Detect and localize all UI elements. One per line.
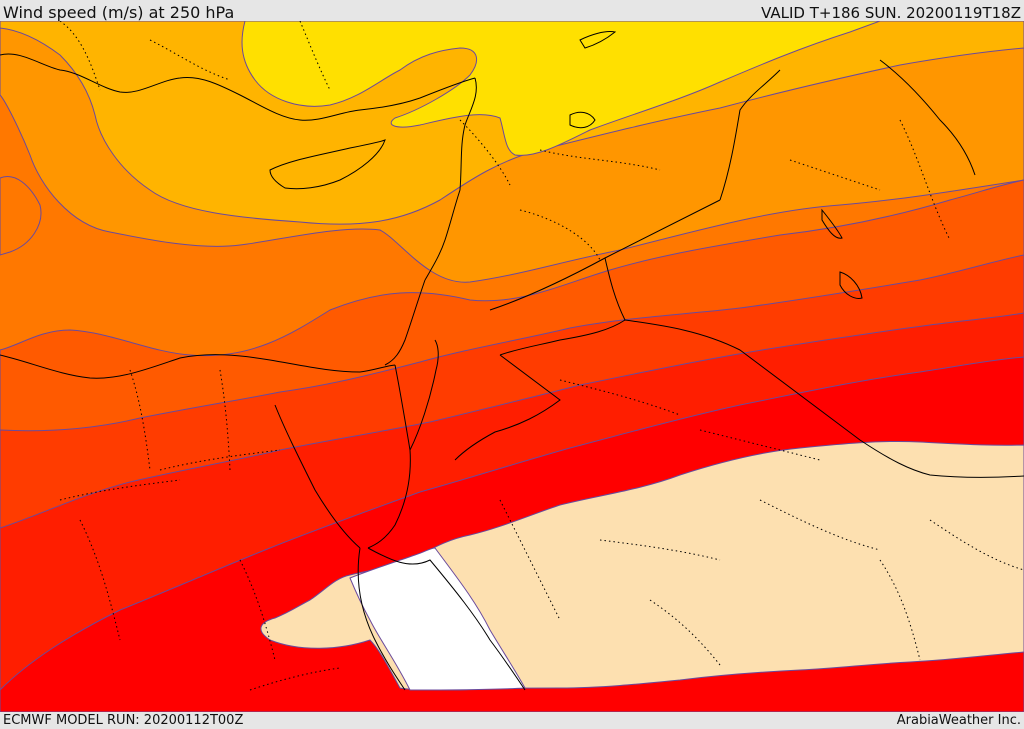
- coastlines: [0, 31, 1024, 691]
- map-canvas: [0, 21, 1024, 712]
- map-title: Wind speed (m/s) at 250 hPa: [3, 3, 235, 22]
- wind-speed-map[interactable]: [0, 21, 1024, 712]
- valid-time: VALID T+186 SUN. 20200119T18Z: [761, 4, 1021, 22]
- band-9: [241, 21, 881, 156]
- model-run: ECMWF MODEL RUN: 20200112T00Z: [3, 713, 244, 728]
- band-6-bulge: [0, 176, 42, 256]
- credit: ArabiaWeather Inc.: [896, 713, 1021, 728]
- footer-bar: ECMWF MODEL RUN: 20200112T00Z ArabiaWeat…: [0, 712, 1024, 729]
- political-borders: [59, 21, 1024, 691]
- band-lowest: [349, 547, 526, 691]
- title-bar: Wind speed (m/s) at 250 hPa VALID T+186 …: [0, 0, 1024, 22]
